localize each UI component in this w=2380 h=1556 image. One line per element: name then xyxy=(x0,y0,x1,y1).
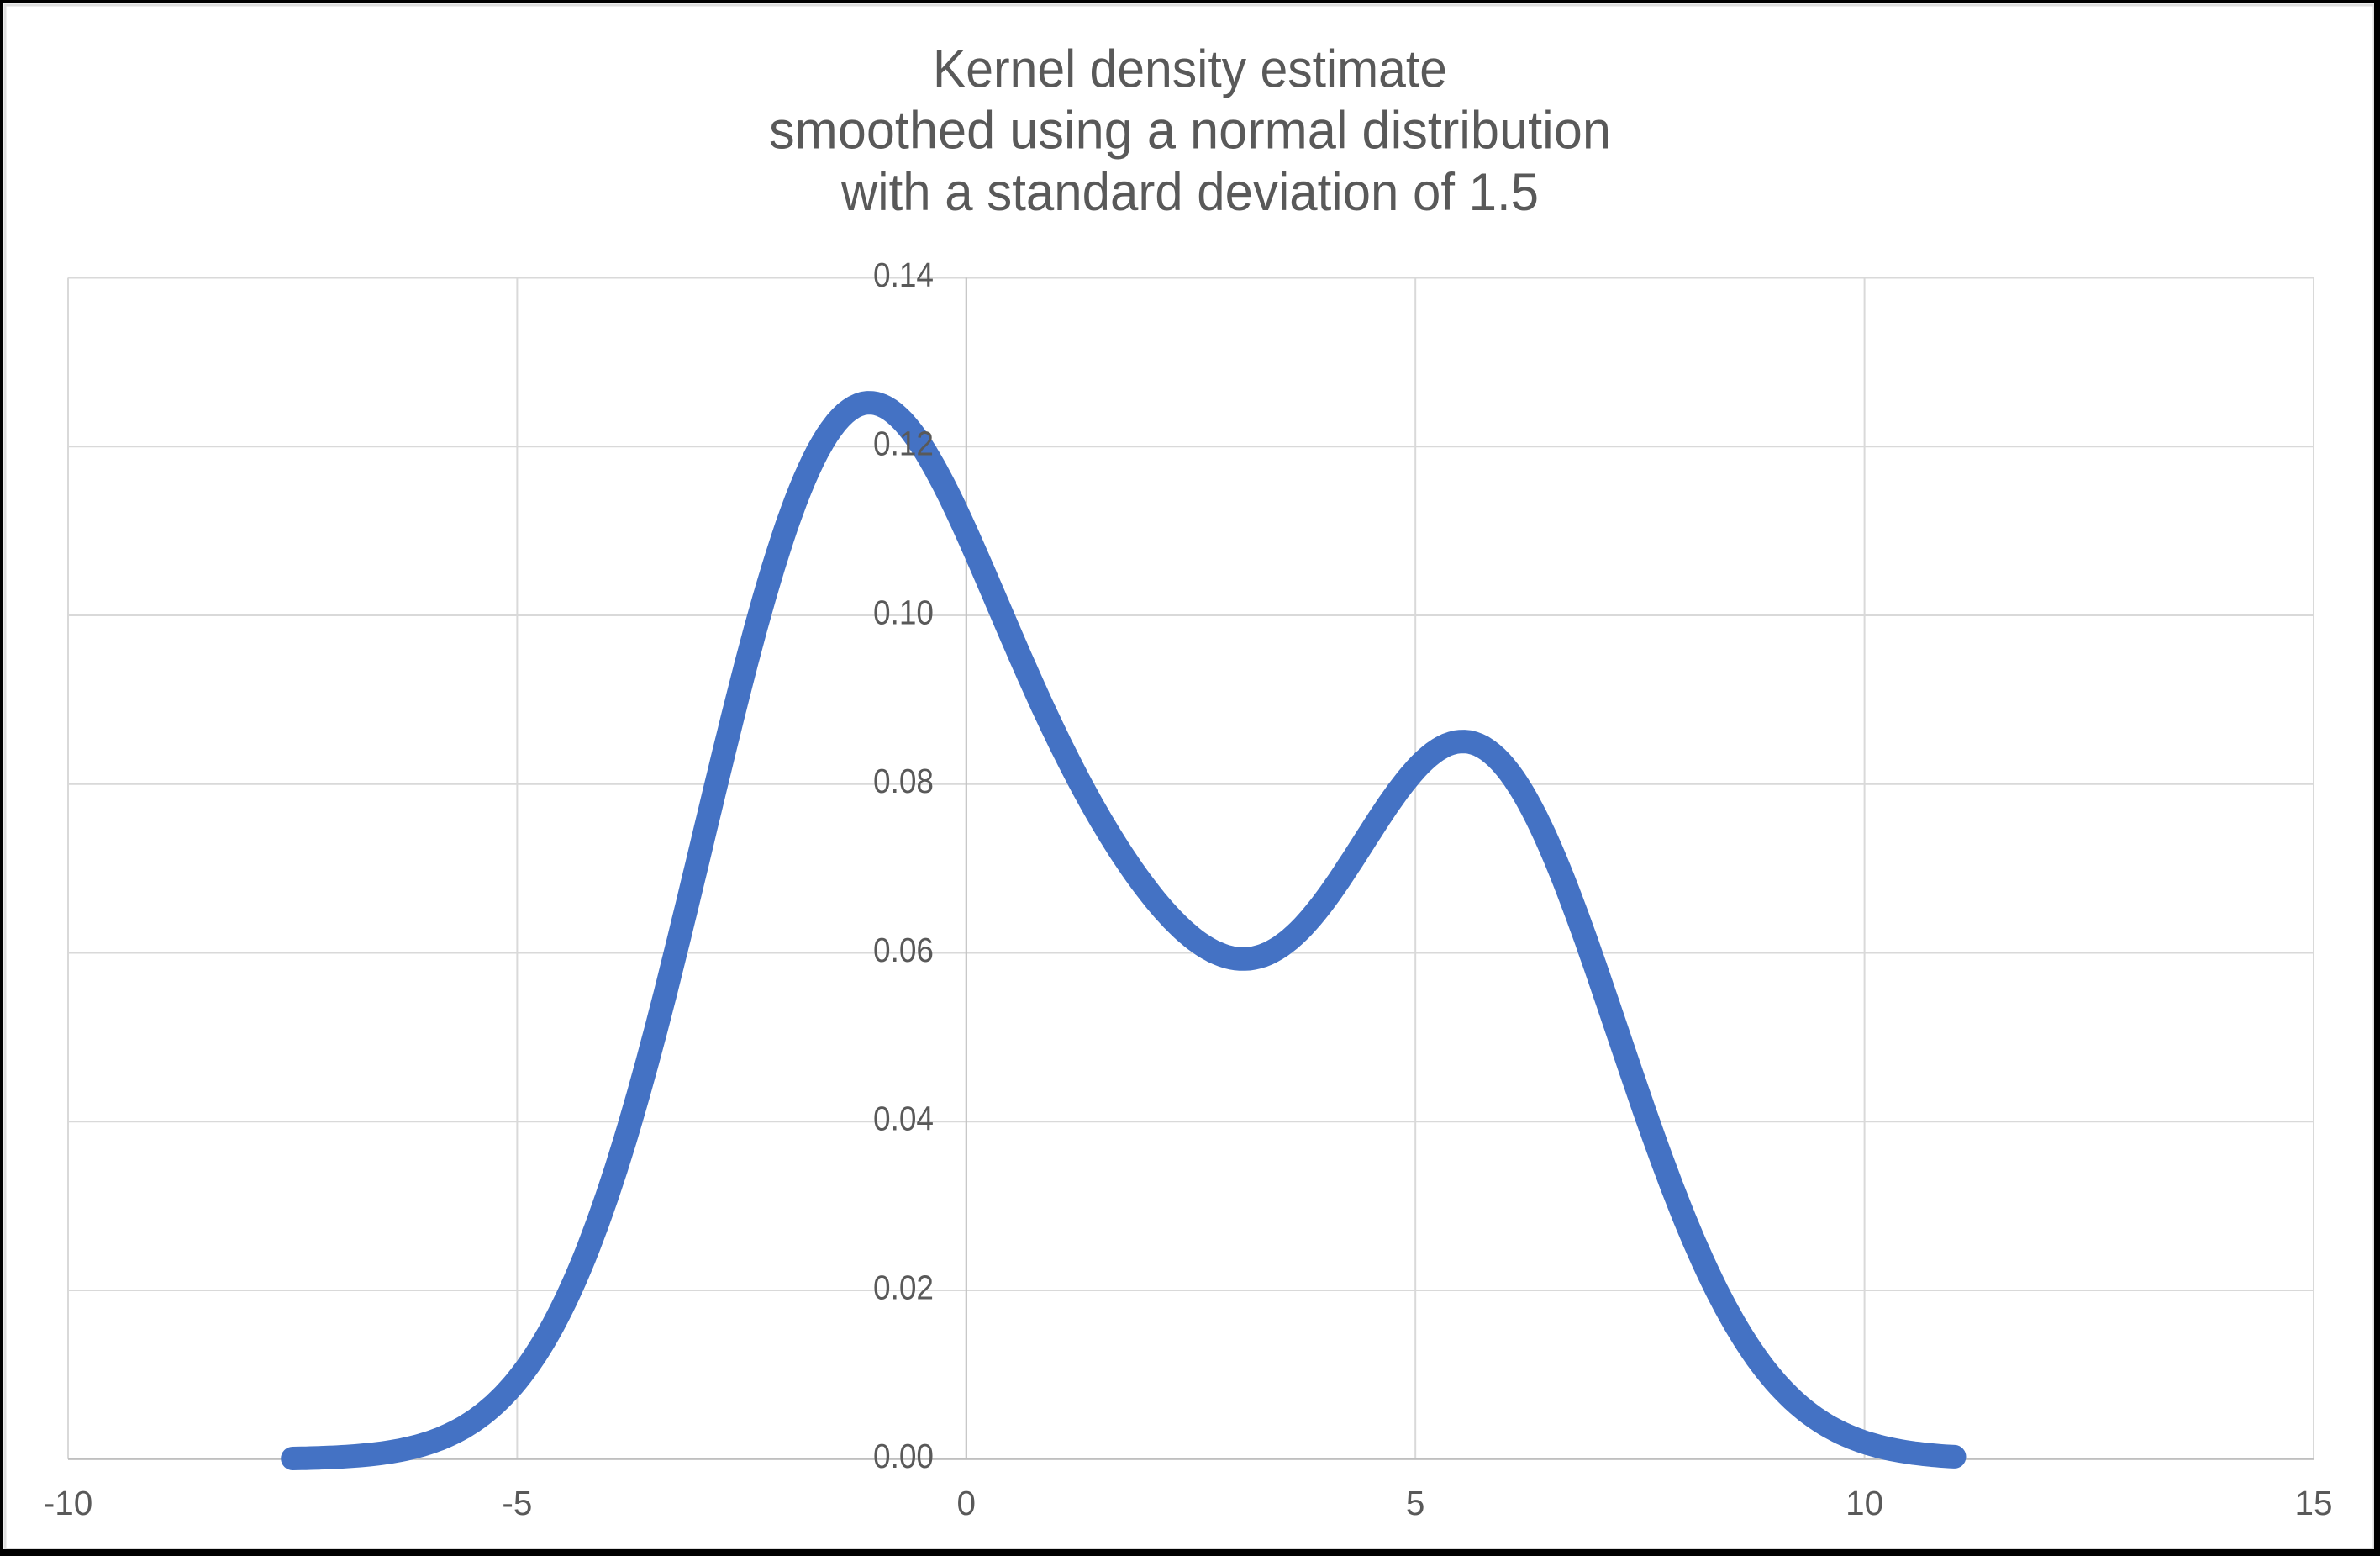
svg-text:0.14: 0.14 xyxy=(873,256,934,294)
svg-text:0: 0 xyxy=(957,1484,977,1522)
svg-text:15: 15 xyxy=(2294,1484,2332,1522)
svg-text:-5: -5 xyxy=(502,1484,532,1522)
svg-text:5: 5 xyxy=(1406,1484,1425,1522)
svg-text:-10: -10 xyxy=(44,1484,93,1522)
svg-text:Kernel density estimate: Kernel density estimate xyxy=(933,40,1447,98)
svg-text:10: 10 xyxy=(1846,1484,1883,1522)
svg-text:0.12: 0.12 xyxy=(873,425,934,463)
svg-text:0.10: 0.10 xyxy=(873,593,934,631)
svg-text:0.08: 0.08 xyxy=(873,762,934,800)
svg-text:0.02: 0.02 xyxy=(873,1268,934,1306)
svg-text:0.06: 0.06 xyxy=(873,931,934,969)
svg-text:with a standard deviation of 1: with a standard deviation of 1.5 xyxy=(840,163,1539,222)
svg-text:0.00: 0.00 xyxy=(873,1437,934,1475)
svg-text:smoothed using a normal distri: smoothed using a normal distribution xyxy=(769,102,1611,161)
svg-text:0.04: 0.04 xyxy=(873,1100,934,1138)
